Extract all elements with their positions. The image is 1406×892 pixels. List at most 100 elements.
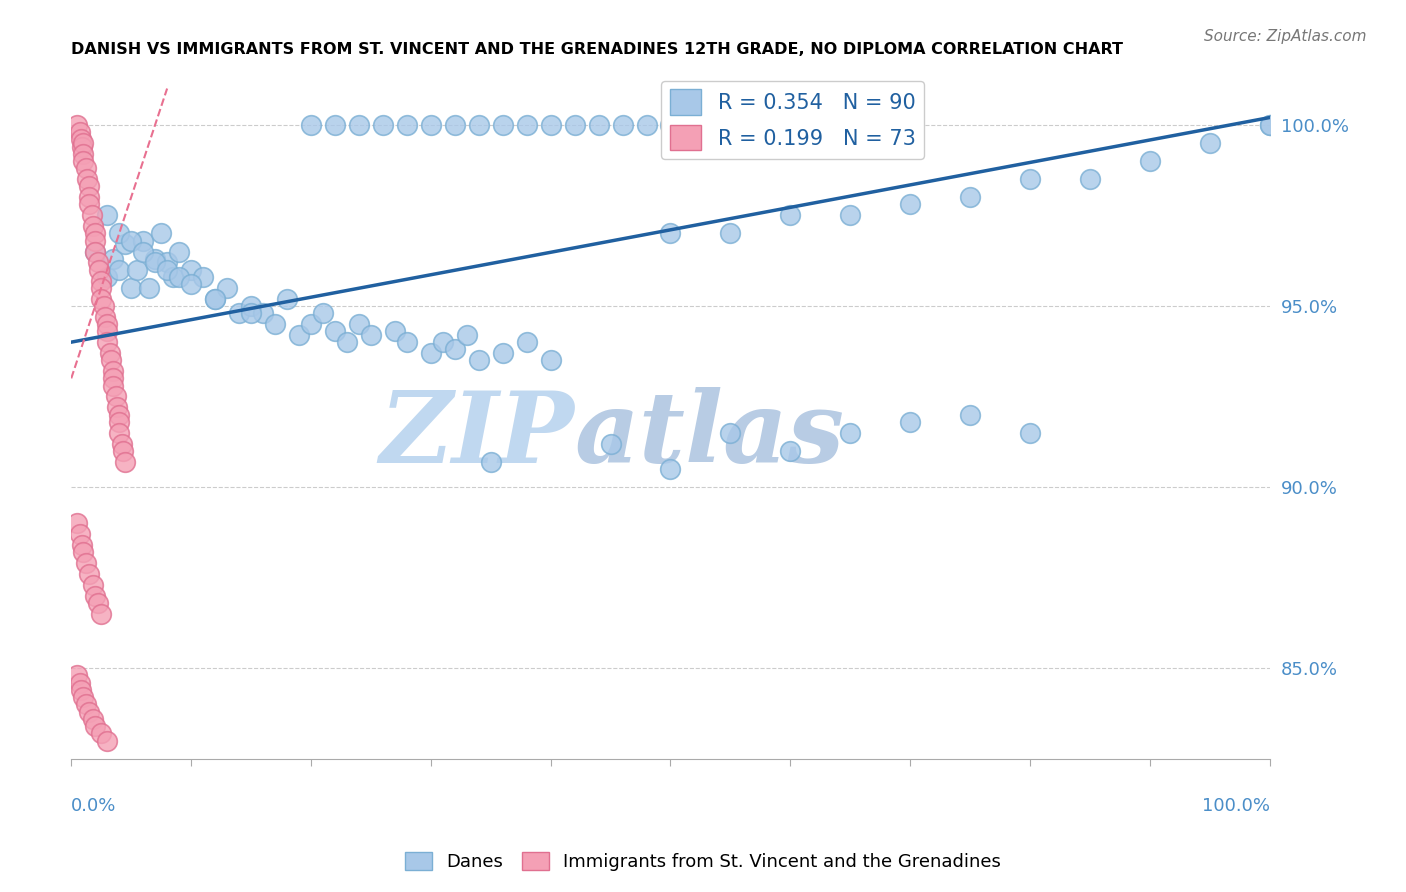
Legend: Danes, Immigrants from St. Vincent and the Grenadines: Danes, Immigrants from St. Vincent and t… — [398, 845, 1008, 879]
Point — [395, 118, 418, 132]
Point — [215, 281, 238, 295]
Point — [443, 118, 465, 132]
Point — [66, 886, 89, 892]
Point — [612, 118, 634, 132]
Point — [150, 227, 173, 241]
Point — [90, 726, 112, 740]
Point — [84, 244, 107, 259]
Point — [347, 317, 370, 331]
Point — [86, 596, 108, 610]
Point — [959, 190, 981, 204]
Point — [69, 132, 91, 146]
Point — [1139, 153, 1161, 168]
Point — [87, 262, 110, 277]
Point — [77, 197, 100, 211]
Point — [1078, 172, 1101, 186]
Point — [103, 364, 125, 378]
Point — [839, 208, 862, 222]
Point — [96, 208, 118, 222]
Point — [96, 317, 118, 331]
Point — [156, 262, 179, 277]
Point — [516, 118, 538, 132]
Point — [659, 462, 682, 476]
Point — [70, 139, 93, 153]
Point — [516, 335, 538, 350]
Point — [167, 269, 190, 284]
Point — [636, 118, 658, 132]
Point — [779, 443, 801, 458]
Text: DANISH VS IMMIGRANTS FROM ST. VINCENT AND THE GRENADINES 12TH GRADE, NO DIPLOMA : DANISH VS IMMIGRANTS FROM ST. VINCENT AN… — [72, 42, 1123, 57]
Point — [180, 277, 202, 292]
Point — [312, 306, 335, 320]
Point — [204, 292, 226, 306]
Point — [323, 324, 346, 338]
Point — [191, 269, 214, 284]
Point — [75, 161, 97, 176]
Point — [96, 733, 118, 747]
Point — [156, 255, 179, 269]
Point — [80, 208, 103, 222]
Point — [90, 281, 112, 295]
Point — [90, 292, 112, 306]
Point — [84, 589, 107, 603]
Point — [492, 118, 515, 132]
Point — [77, 179, 100, 194]
Point — [479, 455, 502, 469]
Point — [103, 252, 125, 266]
Point — [72, 545, 94, 559]
Point — [132, 244, 155, 259]
Point — [90, 607, 112, 621]
Point — [108, 227, 131, 241]
Legend: R = 0.354   N = 90, R = 0.199   N = 73: R = 0.354 N = 90, R = 0.199 N = 73 — [661, 81, 924, 159]
Point — [1258, 118, 1281, 132]
Point — [66, 516, 89, 531]
Point — [143, 255, 166, 269]
Point — [299, 317, 322, 331]
Point — [360, 327, 382, 342]
Point — [336, 335, 359, 350]
Text: ZIP: ZIP — [380, 387, 575, 483]
Point — [138, 281, 160, 295]
Point — [72, 136, 94, 150]
Point — [443, 343, 465, 357]
Point — [683, 118, 706, 132]
Point — [66, 831, 89, 846]
Point — [707, 118, 730, 132]
Point — [66, 842, 89, 856]
Point — [959, 408, 981, 422]
Point — [114, 455, 136, 469]
Text: 0.0%: 0.0% — [72, 797, 117, 814]
Point — [114, 237, 136, 252]
Point — [77, 798, 100, 813]
Point — [75, 556, 97, 570]
Point — [70, 538, 93, 552]
Point — [72, 153, 94, 168]
Point — [898, 415, 921, 429]
Point — [104, 389, 127, 403]
Point — [432, 335, 454, 350]
Point — [180, 262, 202, 277]
Point — [540, 353, 562, 368]
Point — [105, 401, 128, 415]
Point — [86, 255, 108, 269]
Point — [82, 219, 104, 234]
Point — [76, 172, 98, 186]
Point — [659, 227, 682, 241]
Point — [108, 408, 131, 422]
Point — [82, 578, 104, 592]
Text: Source: ZipAtlas.com: Source: ZipAtlas.com — [1204, 29, 1367, 44]
Point — [72, 784, 94, 798]
Point — [77, 705, 100, 719]
Point — [82, 806, 104, 821]
Point — [347, 118, 370, 132]
Point — [110, 436, 132, 450]
Point — [77, 190, 100, 204]
Point — [69, 675, 91, 690]
Point — [90, 821, 112, 835]
Point — [204, 292, 226, 306]
Point — [69, 682, 91, 697]
Point — [108, 425, 131, 440]
Point — [84, 244, 107, 259]
Point — [162, 269, 184, 284]
Point — [96, 335, 118, 350]
